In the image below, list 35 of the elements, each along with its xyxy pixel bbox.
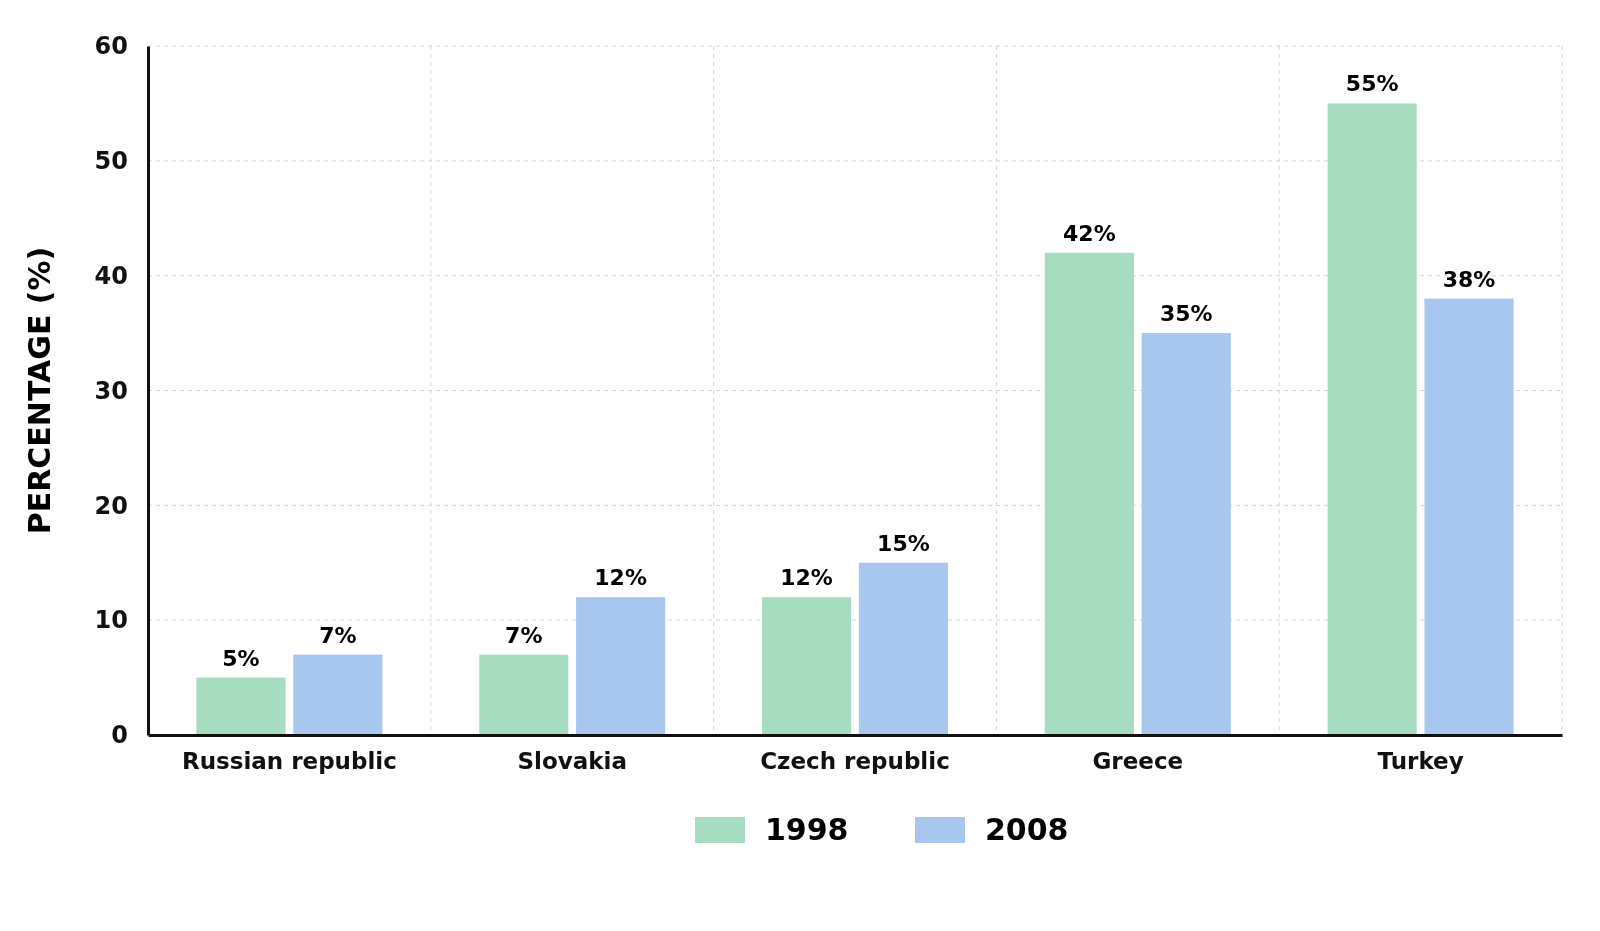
legend-label: 1998 — [765, 812, 849, 847]
y-tick-label: 20 — [94, 491, 128, 520]
bar — [1141, 333, 1231, 735]
x-tick-label: Russian republic — [181, 748, 397, 775]
y-axis-title: PERCENTAGE (%) — [22, 246, 57, 535]
bar — [1044, 252, 1134, 735]
data-label: 38% — [1442, 266, 1496, 292]
x-tick-label: Slovakia — [517, 748, 627, 775]
data-label: 7% — [319, 622, 357, 648]
y-tick-label: 40 — [94, 261, 128, 290]
data-label: 35% — [1159, 301, 1213, 327]
data-label: 12% — [594, 565, 647, 591]
x-tick-label: Czech republic — [760, 748, 950, 775]
bar — [576, 597, 666, 735]
x-tick-label: Greece — [1092, 748, 1184, 775]
bar — [762, 597, 852, 735]
y-tick-label: 60 — [94, 32, 128, 61]
bar — [858, 562, 948, 735]
data-label: 12% — [780, 565, 833, 591]
y-tick-label: 50 — [94, 147, 128, 176]
y-tick-label: 30 — [94, 376, 128, 405]
x-tick-label: Turkey — [1377, 748, 1464, 775]
legend-label: 2008 — [985, 812, 1069, 847]
y-tick-label: 10 — [94, 606, 128, 635]
bar — [1327, 103, 1417, 735]
bar — [293, 654, 383, 735]
data-label: 15% — [877, 530, 930, 556]
bar — [479, 654, 569, 735]
y-tick-label: 0 — [111, 721, 128, 750]
data-label: 42% — [1063, 220, 1116, 246]
data-label: 5% — [222, 645, 260, 671]
bar — [1424, 298, 1514, 735]
data-label: 7% — [505, 622, 543, 648]
data-label: 55% — [1345, 71, 1399, 97]
bar — [196, 677, 286, 735]
